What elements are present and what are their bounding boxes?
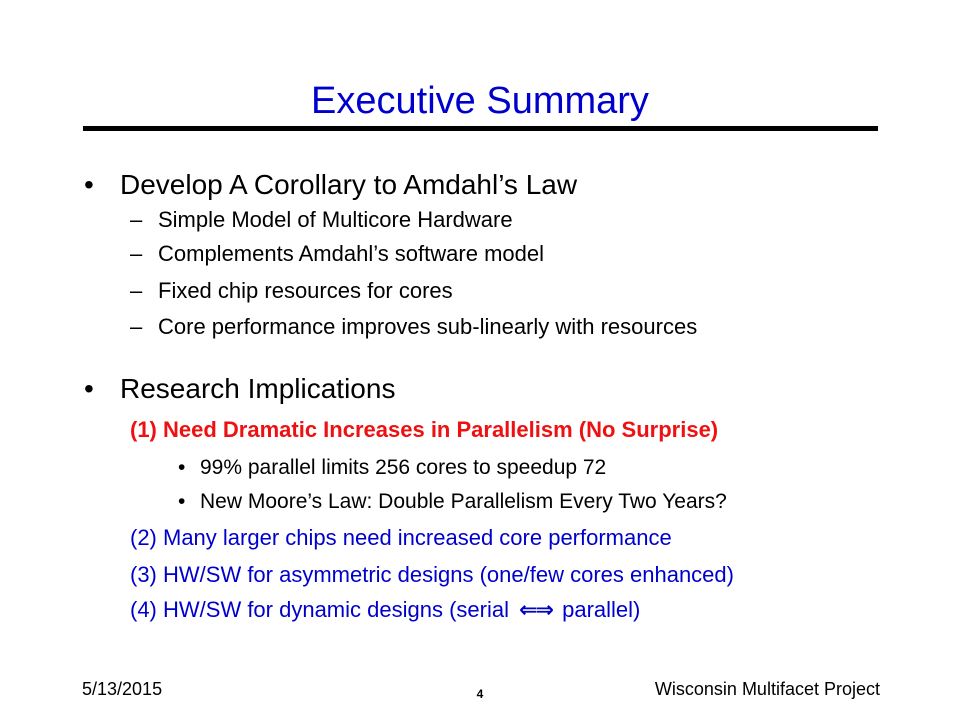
dash-marker: – [130,278,143,303]
implication-4-suffix: parallel) [562,597,641,622]
slide-title: Executive Summary [311,80,649,122]
bullet-dot: • [84,373,94,404]
dash-marker: – [130,314,143,339]
bullet-heading: Develop A Corollary to Amdahl’s Law [120,169,578,200]
implication-4-prefix: (4) HW/SW for dynamic designs (serial [130,597,509,622]
implication-3: (3) HW/SW for asymmetric designs (one/fe… [130,562,734,587]
sub-bullet-text: Core performance improves sub-linearly w… [158,314,698,339]
bullet-dot: • [84,169,94,200]
bullet-heading: Research Implications [120,373,396,404]
bidirectional-arrow-icon: ⇐⇒ [519,597,554,622]
footer-project: Wisconsin Multifacet Project [654,679,880,699]
implication-4: (4) HW/SW for dynamic designs (serial ⇐⇒… [130,596,640,624]
sub-bullet-text: Fixed chip resources for cores [158,278,453,303]
bullet-dot: • [178,490,186,513]
sub-bullet-text: Simple Model of Multicore Hardware [158,207,513,232]
implication-2: (2) Many larger chips need increased cor… [130,525,672,550]
footer-date: 5/13/2015 [82,679,163,699]
title-underline [83,126,878,131]
sub-bullet-text: 99% parallel limits 256 cores to speedup… [200,456,607,479]
implication-1: (1) Need Dramatic Increases in Paralleli… [130,417,719,442]
dash-marker: – [130,207,143,232]
dash-marker: – [130,241,143,266]
sub-bullet-text: New Moore’s Law: Double Parallelism Ever… [200,490,727,513]
footer-page-number: 4 [476,687,484,701]
sub-bullet-text: Complements Amdahl’s software model [158,241,544,266]
bullet-dot: • [178,456,186,479]
